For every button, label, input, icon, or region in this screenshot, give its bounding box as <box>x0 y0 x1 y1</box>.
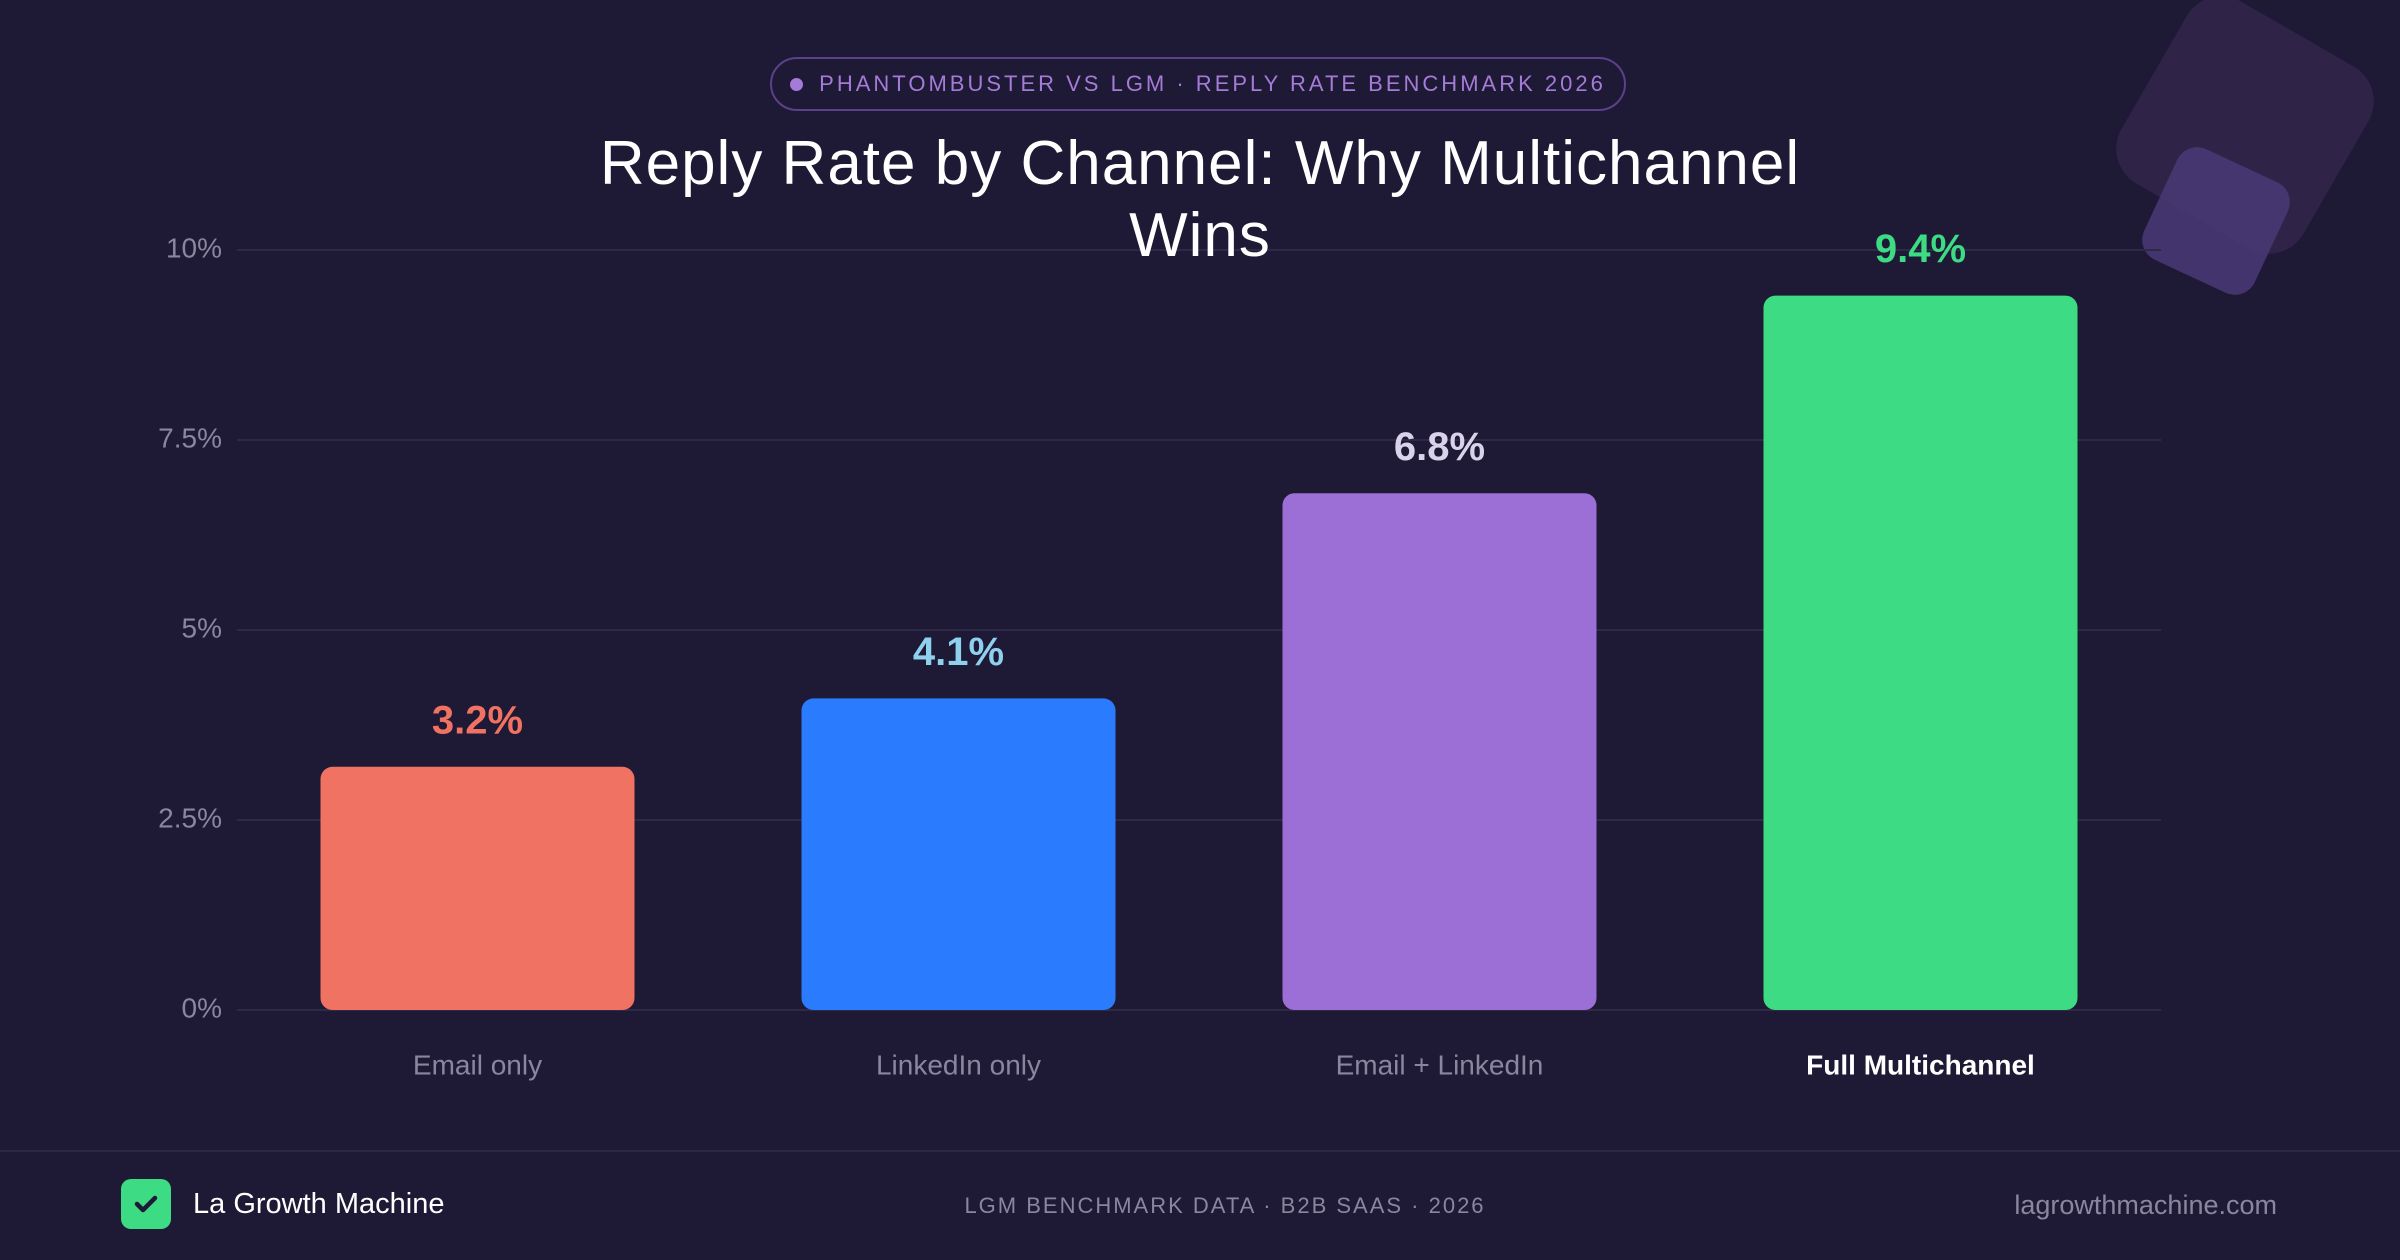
x-tick-label: Email + LinkedIn <box>1336 1049 1544 1080</box>
value-label: 6.8% <box>1394 425 1485 469</box>
x-tick-label: LinkedIn only <box>876 1049 1041 1080</box>
footer-divider <box>0 1150 2400 1152</box>
bar <box>1282 493 1597 1010</box>
logo-check <box>134 1195 158 1213</box>
x-tick-label: Full Multichannel <box>1806 1049 2035 1080</box>
decoration <box>2116 0 2374 295</box>
bar <box>320 766 635 1010</box>
y-tick-label: 7.5% <box>158 422 222 453</box>
y-tick-label: 0% <box>182 992 222 1023</box>
x-tick-label: Email only <box>413 1049 542 1080</box>
value-label: 9.4% <box>1875 227 1966 271</box>
bar <box>801 698 1116 1010</box>
brand: La Growth Machine <box>193 1188 445 1220</box>
bar <box>1763 295 2078 1011</box>
value-label: 3.2% <box>432 698 523 742</box>
badge-text: PHANTOMBUSTER VS LGM · REPLY RATE BENCHM… <box>819 71 1606 96</box>
y-tick-label: 5% <box>182 612 222 643</box>
url: lagrowthmachine.com <box>2014 1190 2277 1220</box>
y-tick-label: 2.5% <box>158 802 222 833</box>
badge-dot <box>790 77 804 91</box>
source: LGM BENCHMARK DATA · B2B SAAS · 2026 <box>964 1193 1486 1218</box>
deco-square <box>2142 147 2290 295</box>
badge: PHANTOMBUSTER VS LGM · REPLY RATE BENCHM… <box>770 57 1626 111</box>
chart-title: Reply Rate by Channel: Why Multichannel … <box>599 129 1801 270</box>
logo <box>121 1179 171 1229</box>
y-tick-label: 10% <box>166 232 222 263</box>
value-label: 4.1% <box>913 630 1004 674</box>
